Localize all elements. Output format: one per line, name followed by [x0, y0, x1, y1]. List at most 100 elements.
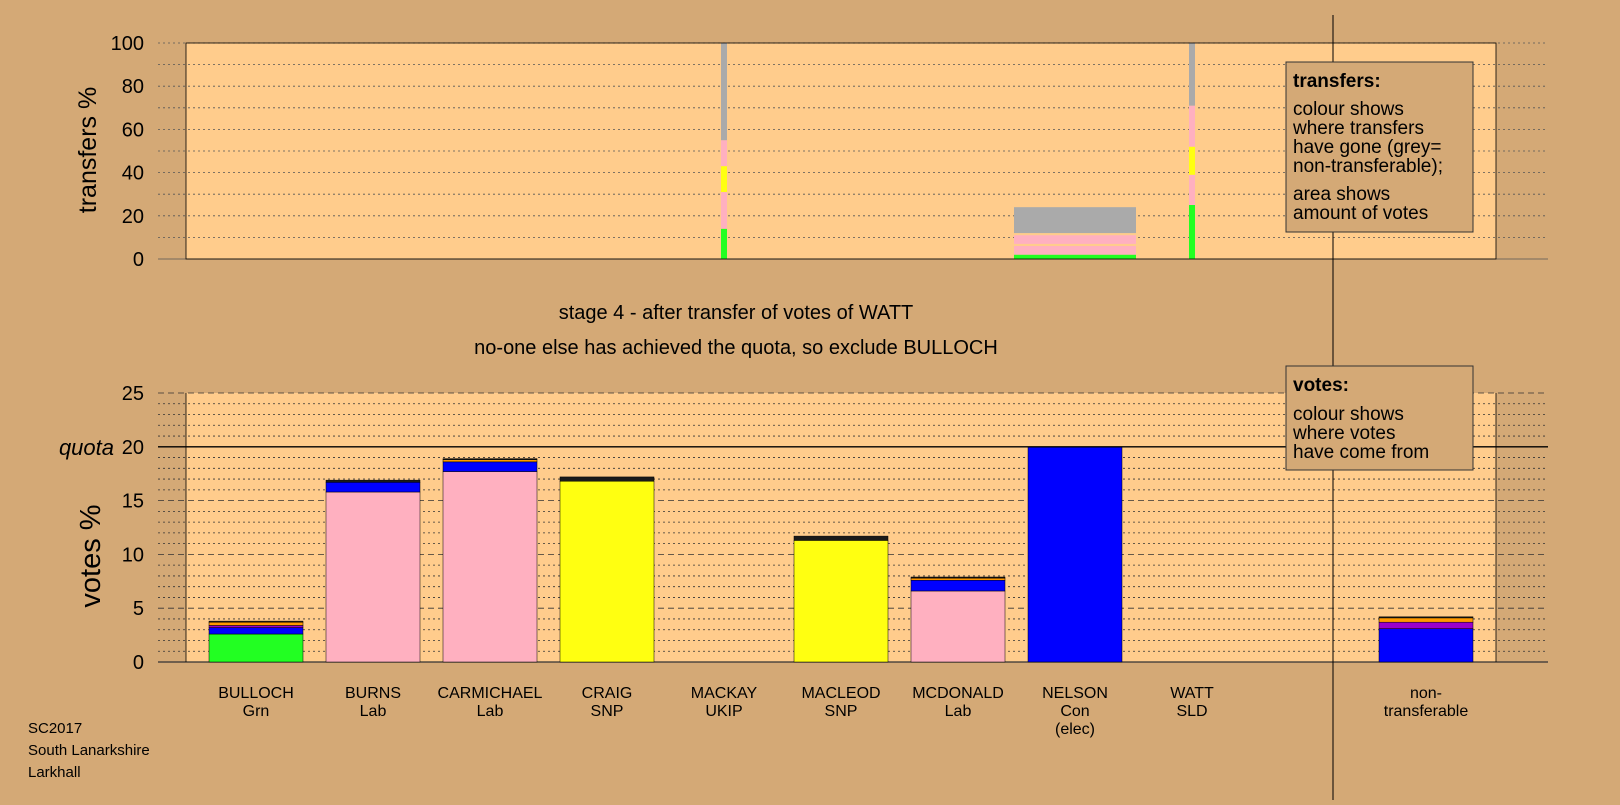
vote-segment	[559, 476, 655, 482]
votes-y-ticks: 0 5 10 15 20 25	[122, 383, 144, 674]
candidate-labels: BULLOCHGrnBURNSLabCARMICHAELLabCRAIGSNPM…	[218, 685, 1468, 738]
transfer-segment	[1014, 246, 1136, 255]
transfers-plot-frame	[185, 42, 1497, 260]
transfers-y-tick-label: 60	[122, 119, 144, 141]
candidate-party: SLD	[1176, 703, 1207, 720]
vote-segment	[1027, 446, 1123, 663]
candidate-party: SNP	[591, 703, 624, 720]
vote-segment	[208, 627, 304, 635]
candidate-name: CRAIG	[582, 685, 633, 702]
transfers-y-tick-label: 40	[122, 163, 144, 185]
vote-segment	[208, 625, 304, 628]
transfer-segment	[721, 140, 727, 167]
vote-segment	[325, 482, 421, 493]
transfers-bars	[721, 43, 1195, 259]
transfers-y-tick-label: 100	[111, 33, 144, 55]
nontransferable-label: transferable	[1384, 703, 1469, 720]
candidate-status: (elec)	[1055, 721, 1095, 738]
candidate-name: BULLOCH	[218, 685, 294, 702]
vote-segment	[793, 535, 889, 541]
transfers-legend-line: amount of votes	[1293, 203, 1428, 224]
vote-segment	[559, 480, 655, 663]
vote-segment	[442, 461, 538, 472]
transfers-legend-heading: transfers:	[1293, 71, 1381, 92]
votes-legend-line: have come from	[1293, 442, 1429, 463]
candidate-party: Con	[1060, 703, 1089, 720]
transfer-segment	[721, 166, 727, 193]
transfer-segment	[1189, 105, 1195, 147]
transfer-segment	[1189, 43, 1195, 106]
vote-segment	[910, 577, 1006, 581]
transfers-legend-box	[1285, 61, 1474, 233]
stage-subtitle: no-one else has achieved the quota, so e…	[474, 337, 998, 359]
candidate-name: MACLEOD	[801, 685, 880, 702]
election-label: SC2017	[28, 720, 82, 737]
nontransferable-segment	[1378, 628, 1474, 663]
candidate-party: SNP	[825, 703, 858, 720]
vote-segment	[442, 459, 538, 463]
votes-legend-heading: votes:	[1293, 375, 1349, 396]
transfers-y-axis-label: transfers %	[74, 87, 102, 213]
transfer-segment	[721, 43, 727, 141]
vote-segment	[325, 479, 421, 483]
council-label: South Lanarkshire	[28, 742, 150, 759]
nontransferable-segment	[1378, 621, 1474, 629]
votes-y-tick-label: 10	[122, 544, 144, 566]
stage-title: stage 4 - after transfer of votes of WAT…	[559, 302, 914, 324]
transfers-y-tick-label: 80	[122, 76, 144, 98]
votes-y-tick-label: 5	[133, 598, 144, 620]
candidate-name: CARMICHAEL	[438, 685, 543, 702]
transfers-legend-line: non-transferable);	[1293, 156, 1443, 177]
transfers-y-tick-label: 20	[122, 206, 144, 228]
candidate-party: Lab	[360, 703, 387, 720]
transfers-legend: transfers: colour shows where transfers …	[1285, 61, 1474, 233]
votes-y-tick-label: 15	[122, 491, 144, 513]
votes-y-tick-label: 25	[122, 383, 144, 405]
ward-label: Larkhall	[28, 764, 81, 781]
transfers-legend-line: have gone (grey=	[1293, 137, 1441, 158]
votes-y-tick-label: 0	[133, 652, 144, 674]
transfer-segment	[1014, 207, 1136, 234]
transfers-legend-line: colour shows	[1293, 99, 1404, 120]
candidate-name: NELSON	[1042, 685, 1108, 702]
votes-y-axis-label: votes %	[75, 504, 107, 607]
vote-segment	[442, 471, 538, 663]
votes-y-tick-label: 20	[122, 437, 144, 459]
votes-legend-line: where votes	[1292, 423, 1395, 444]
vote-segment	[793, 540, 889, 663]
quota-label: quota	[59, 435, 114, 460]
transfers-legend-line: area shows	[1293, 184, 1390, 205]
transfers-y-ticks: 0 20 40 60 80 100	[111, 33, 144, 271]
transfer-segment	[721, 192, 727, 229]
candidate-name: MCDONALD	[912, 685, 1004, 702]
nontransferable-label: non-	[1410, 685, 1442, 702]
votes-legend-line: colour shows	[1293, 404, 1404, 425]
votes-legend: votes: colour shows where votes have com…	[1285, 365, 1474, 471]
transfers-y-tick-label: 0	[133, 249, 144, 271]
vote-segment	[208, 633, 304, 663]
transfer-segment	[1189, 205, 1195, 259]
candidate-name: BURNS	[345, 685, 401, 702]
transfer-segment	[1014, 254, 1136, 259]
vote-segment	[442, 458, 538, 460]
candidate-name: WATT	[1170, 685, 1214, 702]
vote-segment	[208, 620, 304, 623]
nontransferable-segment	[1378, 616, 1474, 619]
vote-segment	[325, 491, 421, 663]
votes-legend-box	[1285, 365, 1474, 471]
transfer-segment	[1189, 146, 1195, 175]
transfer-segment	[1014, 235, 1136, 244]
vote-segment	[910, 579, 1006, 592]
transfers-legend-line: where transfers	[1292, 118, 1424, 139]
transfers-panel: 0 20 40 60 80 100 transfers %	[74, 33, 1548, 271]
transfer-segment	[721, 228, 727, 259]
vote-segment	[910, 576, 1006, 579]
nontransferable-segment	[1378, 617, 1474, 623]
candidate-name: MACKAY	[691, 685, 758, 702]
candidate-party: Lab	[945, 703, 972, 720]
votes-bars	[208, 446, 1474, 663]
candidate-party: Grn	[243, 703, 270, 720]
